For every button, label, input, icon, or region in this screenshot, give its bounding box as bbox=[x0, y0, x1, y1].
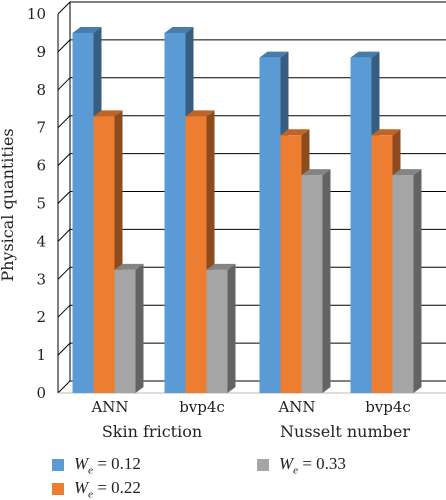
legend-label-0: We = 0.12 bbox=[74, 454, 141, 477]
bar-top-2-1 bbox=[280, 129, 310, 136]
bar-front-0-1 bbox=[93, 116, 115, 393]
bar-front-1-0 bbox=[164, 32, 186, 393]
bar-top-0-1 bbox=[93, 110, 123, 117]
bar-front-2-1 bbox=[280, 135, 302, 393]
gridline-diag-10 bbox=[57, 1, 71, 15]
y-tick-label-3: 3 bbox=[36, 270, 46, 288]
legend-item-0: We = 0.12 bbox=[52, 454, 141, 476]
bar-top-3-1 bbox=[371, 129, 401, 136]
bar-top-1-2 bbox=[206, 263, 236, 270]
gridline-diag-1 bbox=[57, 342, 71, 356]
bar-top-1-1 bbox=[185, 110, 215, 117]
gridline-diag-7 bbox=[57, 115, 71, 129]
bar-top-2-0 bbox=[259, 51, 289, 58]
labels: 0 1 2 3 4 5 6 7 8 9 10 ANN bvp4c ANN bvp4c Skin frictio… bbox=[27, 5, 411, 441]
y-tick-label-8: 8 bbox=[36, 81, 46, 99]
legend-swatch-1 bbox=[52, 483, 64, 496]
bar-0-2 bbox=[114, 263, 144, 393]
y-tick-label-2: 2 bbox=[36, 308, 46, 326]
group-label-1: Nusselt number bbox=[280, 422, 410, 441]
legend: We = 0.12 We = 0.22 We = 0.33 bbox=[52, 454, 442, 500]
bar-front-3-0 bbox=[350, 57, 372, 394]
bar-side-0-2 bbox=[135, 263, 144, 393]
gridline-diag-4 bbox=[57, 229, 71, 242]
bar-front-0-0 bbox=[72, 32, 94, 393]
y-tick-label-7: 7 bbox=[36, 119, 46, 137]
gridline-diag-9 bbox=[57, 39, 71, 53]
legend-item-1: We = 0.22 bbox=[52, 478, 141, 500]
bar-side-3-2 bbox=[413, 169, 422, 393]
y-tick-label-0: 0 bbox=[36, 384, 46, 402]
legend-swatch-2 bbox=[257, 459, 269, 472]
y-tick-label-6: 6 bbox=[36, 157, 46, 175]
bar-top-0-0 bbox=[72, 26, 102, 33]
bar-top-3-0 bbox=[350, 51, 380, 58]
gridline-diag-6 bbox=[57, 153, 71, 166]
legend-swatch-0 bbox=[52, 459, 64, 472]
y-tick-label-5: 5 bbox=[36, 195, 46, 213]
bar-front-2-2 bbox=[301, 175, 323, 393]
legend-label-2: We = 0.33 bbox=[279, 454, 346, 477]
bar-top-1-0 bbox=[164, 26, 194, 33]
bar-front-3-1 bbox=[371, 135, 393, 393]
y-tick-label-4: 4 bbox=[36, 232, 46, 250]
y-axis-label: Physical quantities bbox=[0, 128, 17, 281]
x-tick-label-3: bvp4c bbox=[365, 398, 411, 416]
gridline-diag-3 bbox=[57, 266, 71, 280]
bar-top-2-2 bbox=[301, 169, 331, 176]
bar-top-0-2 bbox=[114, 263, 144, 270]
bar-front-0-2 bbox=[114, 269, 136, 393]
x-tick-label-0: ANN bbox=[90, 398, 128, 416]
bar-2-2 bbox=[301, 169, 331, 393]
bar-front-1-2 bbox=[206, 269, 228, 393]
legend-label-1: We = 0.22 bbox=[74, 478, 141, 500]
bar-side-2-2 bbox=[322, 169, 331, 393]
bar-top-3-2 bbox=[392, 169, 422, 176]
bars bbox=[72, 26, 422, 394]
x-tick-label-2: ANN bbox=[277, 398, 315, 416]
group-label-0: Skin friction bbox=[102, 422, 202, 441]
y-tick-label-10: 10 bbox=[27, 5, 46, 23]
bar-front-1-1 bbox=[185, 116, 207, 393]
bar-1-2 bbox=[206, 263, 236, 393]
y-tick-label-9: 9 bbox=[36, 43, 46, 61]
legend-item-2: We = 0.33 bbox=[257, 454, 346, 476]
bar-side-1-2 bbox=[227, 263, 236, 393]
bar-front-2-0 bbox=[259, 57, 281, 394]
bar-3-2 bbox=[392, 169, 422, 393]
x-tick-label-1: bvp4c bbox=[179, 398, 225, 416]
gridline-diag-2 bbox=[57, 304, 71, 318]
gridline-diag-5 bbox=[57, 191, 71, 204]
y-tick-label-1: 1 bbox=[36, 346, 46, 364]
gridline-diag-8 bbox=[57, 77, 71, 91]
gridline-diag-0 bbox=[57, 380, 71, 394]
bar-front-3-2 bbox=[392, 175, 414, 393]
